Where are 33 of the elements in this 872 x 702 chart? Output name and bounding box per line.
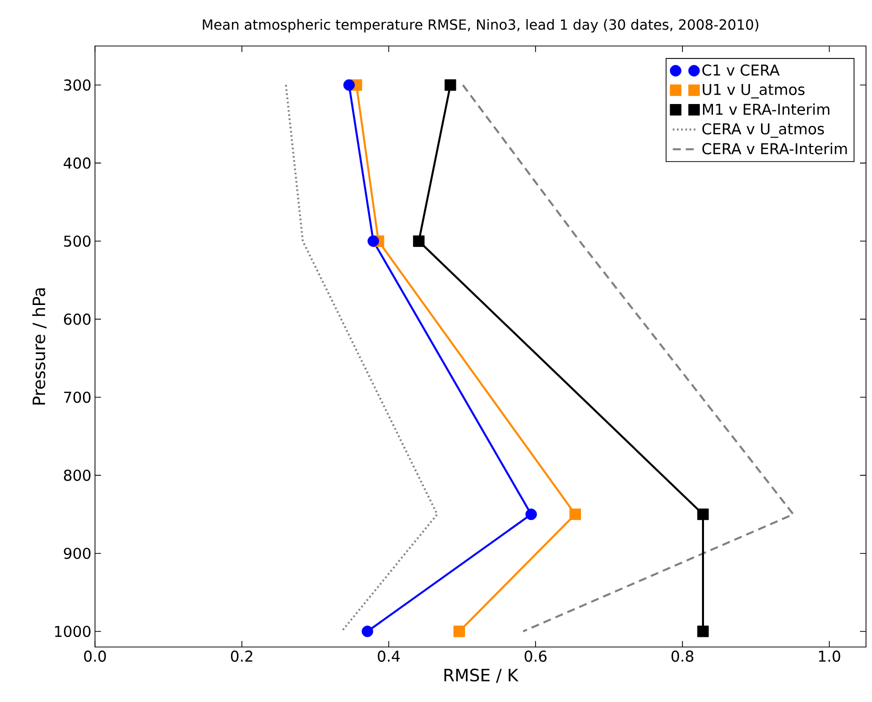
x-tick-label: 0.8 [672,650,694,662]
y-tick-label: 600 [64,314,90,325]
y-tick-label: 300 [64,79,90,91]
y-tick-label: 700 [64,392,90,403]
legend-label: C1 v CERA [702,64,780,76]
point [413,235,425,247]
legend-label: CERA v ERA-Interim [702,142,847,154]
point [368,235,380,247]
y-tick-label: 1000 [55,626,90,638]
legend-label: CERA v U_atmos [702,123,824,138]
point [444,79,456,91]
x-tick-label: 0.4 [378,650,400,662]
point [453,626,465,638]
line-series [284,84,438,632]
y-tick-label: 900 [64,548,90,560]
point [362,626,374,638]
y-tick-label: 500 [64,235,90,247]
point [343,79,355,91]
legend-label: M1 v ERA-Interim [703,103,830,115]
x-tick-label: 0.0 [84,650,106,662]
point [697,508,709,520]
y-axis-title: Pressure / hPa [32,288,47,405]
y-tick-label: 400 [64,157,90,169]
x-tick-label: 0.2 [230,650,252,662]
y-tick-label: 800 [64,470,90,481]
x-tick-label: 0.6 [524,650,547,662]
x-tick-label: 1.0 [819,650,840,662]
x-axis-title: RMSE / K [444,668,519,683]
legend-label: U1 v U_atmos [702,84,804,98]
point [569,508,581,520]
chart-title: Mean atmospheric temperature RMSE, Nino3, lead 1 day (30 dates, 2008-2010) [202,19,758,33]
point [697,626,709,638]
point [525,508,537,520]
